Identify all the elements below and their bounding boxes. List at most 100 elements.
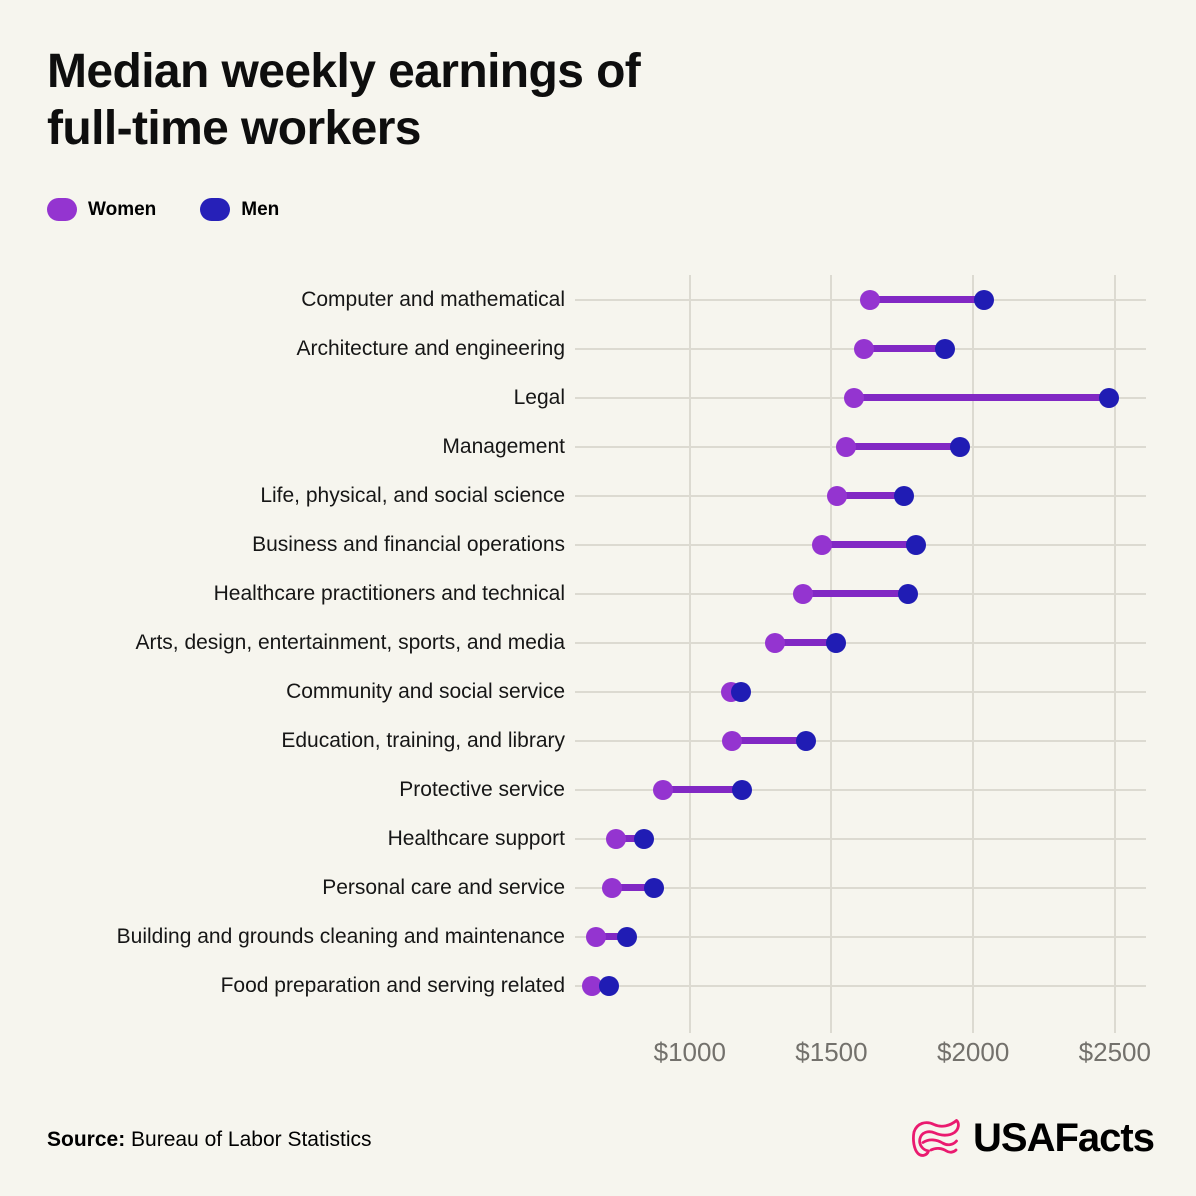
men-dot — [1099, 387, 1120, 408]
x-gridline-2500 — [1113, 275, 1116, 1033]
row-plot — [575, 618, 1146, 667]
chart-row: Architecture and engineering — [0, 324, 1146, 373]
chart-row: Legal — [0, 373, 1146, 422]
x-tick-label: $2000 — [936, 1037, 1010, 1067]
women-dot — [582, 975, 602, 996]
x-gridline-1000 — [688, 275, 691, 1033]
women-dot — [811, 534, 832, 555]
row-gridline — [575, 739, 1146, 742]
x-gridline-1500 — [830, 275, 833, 1033]
men-dot — [634, 828, 655, 849]
dumbbell-connector — [821, 541, 917, 548]
men-dot — [599, 975, 619, 996]
source-note: Source: Bureau of Labor Statistics — [47, 1128, 372, 1152]
chart-row: Education, training, and library — [0, 716, 1146, 765]
dumbbell-connector — [869, 296, 985, 303]
men-dot — [730, 681, 751, 702]
category-label: Food preparation and serving related — [220, 973, 565, 997]
category-label: Business and financial operations — [252, 532, 565, 556]
chart-row: Business and financial operations — [0, 520, 1146, 569]
women-dot — [586, 926, 607, 947]
chart-row: Life, physical, and social science — [0, 471, 1146, 520]
men-dot — [934, 338, 955, 359]
category-label: Arts, design, entertainment, sports, and… — [135, 630, 565, 654]
men-legend-marker — [200, 198, 231, 221]
chart-rows: Computer and mathematical Architecture an… — [0, 275, 1146, 1010]
x-gridline-2000 — [972, 275, 975, 1033]
women-dot — [793, 583, 814, 604]
row-gridline — [575, 935, 1146, 938]
dumbbell-connector — [662, 786, 743, 793]
dumbbell-connector — [732, 737, 806, 744]
chart-row: Community and social service — [0, 667, 1146, 716]
category-label: Personal care and service — [322, 875, 565, 899]
chart-row: Healthcare practitioners and technical — [0, 569, 1146, 618]
category-label: Healthcare support — [387, 826, 565, 850]
dumbbell-connector — [596, 933, 628, 940]
men-dot — [617, 926, 638, 947]
row-plot — [575, 373, 1146, 422]
women-dot — [606, 828, 627, 849]
women-legend-label: Women — [88, 198, 157, 220]
category-label: Management — [442, 434, 565, 458]
row-plot — [575, 667, 1146, 716]
dumbbell-connector — [616, 835, 645, 842]
usafacts-logo-icon — [911, 1117, 963, 1161]
title-line-2: full-time workers — [47, 101, 422, 155]
row-plot — [575, 520, 1146, 569]
row-gridline — [575, 641, 1146, 644]
legend-item-men: Men — [200, 198, 279, 221]
row-plot — [575, 765, 1146, 814]
chart-row: Arts, design, entertainment, sports, and… — [0, 618, 1146, 667]
x-tick-label: $2500 — [1078, 1037, 1151, 1067]
dumbbell-connector — [837, 492, 904, 499]
women-dot — [827, 485, 848, 506]
men-dot — [974, 289, 995, 310]
women-legend-marker — [47, 198, 77, 221]
usafacts-logo-text: USAFacts — [973, 1116, 1155, 1160]
row-gridline — [575, 690, 1146, 693]
row-plot — [575, 471, 1146, 520]
row-plot — [575, 912, 1146, 961]
row-plot — [575, 275, 1146, 324]
row-plot — [575, 324, 1146, 373]
source-text: Bureau of Labor Statistics — [125, 1128, 372, 1151]
category-label: Protective service — [399, 777, 565, 801]
row-gridline — [575, 886, 1146, 889]
title-line-1: Median weekly earnings of — [47, 45, 641, 98]
men-dot — [825, 632, 846, 653]
chart-row: Food preparation and serving related — [0, 961, 1146, 1010]
category-label: Education, training, and library — [281, 728, 565, 752]
earnings-dumbbell-chart: $1000 $1500 $2000 $2500 Computer and mathem… — [0, 275, 1196, 1067]
row-plot — [575, 569, 1146, 618]
men-dot — [644, 877, 665, 898]
x-gridlines: $1000 $1500 $2000 $2500 — [575, 275, 1151, 1067]
women-dot — [722, 730, 743, 751]
category-label: Building and grounds cleaning and mainte… — [116, 924, 565, 948]
men-dot — [906, 534, 927, 555]
men-dot — [950, 436, 971, 457]
category-label: Computer and mathematical — [301, 287, 565, 311]
category-label: Healthcare practitioners and technical — [213, 581, 565, 605]
chart-row: Healthcare support — [0, 814, 1146, 863]
row-plot — [575, 961, 1146, 1010]
row-gridline — [575, 837, 1146, 840]
men-dot — [897, 583, 918, 604]
men-dot — [732, 779, 753, 800]
men-legend-label: Men — [241, 198, 280, 220]
dumbbell-connector — [864, 345, 945, 352]
row-plot — [575, 814, 1146, 863]
category-label: Architecture and engineering — [296, 336, 565, 360]
dumbbell-connector — [803, 590, 908, 597]
chart-row: Building and grounds cleaning and mainte… — [0, 912, 1146, 961]
dumbbell-connector — [845, 443, 961, 450]
women-dot — [835, 436, 856, 457]
row-gridline — [575, 984, 1146, 987]
category-label: Legal — [513, 385, 565, 409]
source-label: Source: — [47, 1128, 126, 1151]
women-dot — [859, 289, 880, 310]
dumbbell-connector — [774, 639, 836, 646]
category-label: Life, physical, and social science — [260, 483, 565, 507]
dumbbell-connector — [611, 884, 655, 891]
